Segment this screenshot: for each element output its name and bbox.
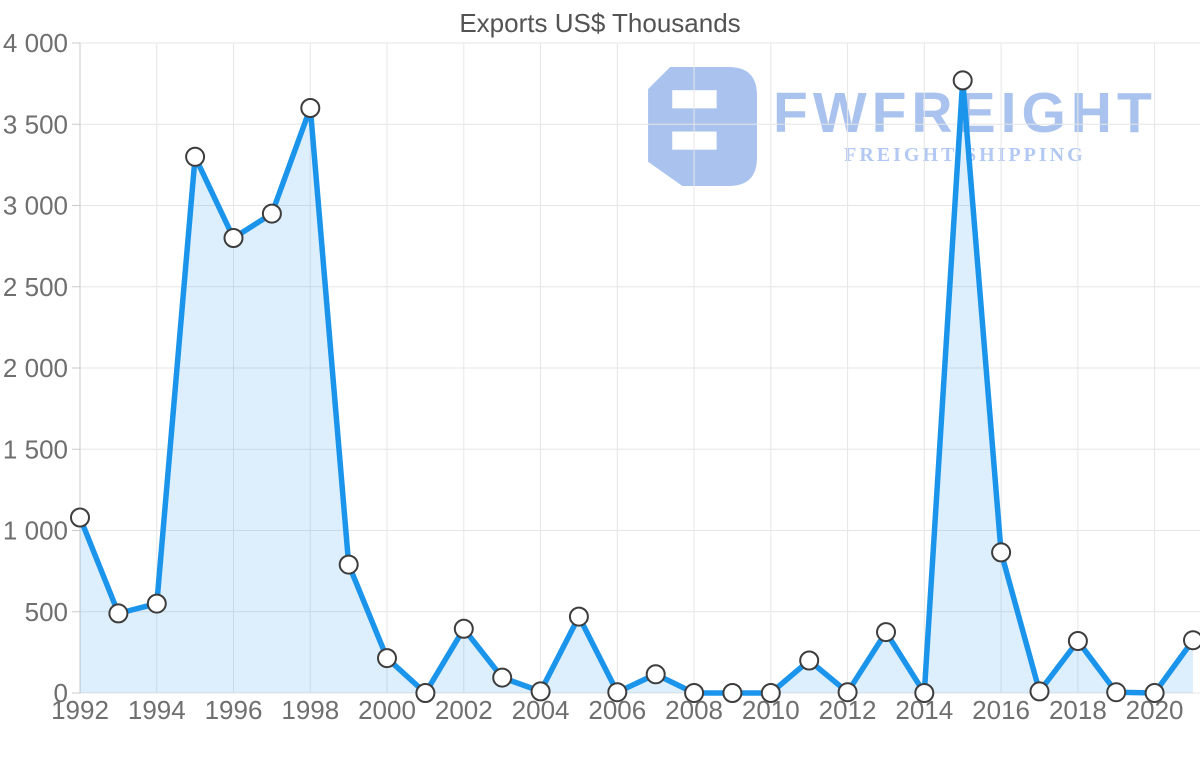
y-tick-label: 1 000 — [3, 516, 68, 546]
data-point-marker[interactable] — [1144, 683, 1165, 703]
data-point-marker[interactable] — [1029, 681, 1050, 702]
data-point-marker[interactable] — [492, 667, 513, 688]
y-tick-label: 1 500 — [3, 434, 68, 464]
data-point-marker[interactable] — [607, 682, 628, 703]
data-point-marker[interactable] — [1067, 631, 1088, 651]
x-tick-label: 2010 — [742, 695, 800, 725]
data-point-marker[interactable] — [837, 682, 858, 703]
x-tick-label: 1992 — [51, 695, 109, 725]
x-tick-label: 2004 — [512, 695, 570, 725]
data-point-marker[interactable] — [223, 228, 244, 248]
y-tick-label: 500 — [25, 597, 68, 627]
data-point-marker[interactable] — [453, 618, 474, 639]
data-point-marker[interactable] — [146, 593, 167, 614]
x-tick-label: 2002 — [435, 695, 493, 725]
y-tick-label: 3 000 — [3, 191, 68, 221]
data-point-marker[interactable] — [991, 542, 1012, 563]
data-point-marker[interactable] — [108, 603, 129, 624]
series-area — [80, 80, 1193, 693]
y-tick-label: 2 000 — [3, 353, 68, 383]
data-point-marker[interactable] — [684, 683, 705, 703]
data-point-marker[interactable] — [415, 683, 436, 703]
chart-title: Exports US$ Thousands — [459, 8, 741, 38]
data-point-marker[interactable] — [261, 203, 282, 224]
data-point-marker[interactable] — [300, 98, 321, 118]
x-tick-label: 1996 — [205, 695, 263, 725]
y-tick-label: 4 000 — [3, 28, 68, 58]
data-point-marker[interactable] — [876, 622, 896, 643]
data-point-marker[interactable] — [185, 146, 206, 167]
x-tick-label: 1994 — [128, 695, 186, 725]
data-point-marker[interactable] — [760, 683, 781, 703]
brand-tagline: FREIGHT SHIPPING — [844, 144, 1086, 167]
x-tick-label: 2012 — [819, 695, 877, 725]
y-tick-label: 3 500 — [3, 109, 68, 139]
data-point-marker[interactable] — [799, 650, 820, 671]
data-point-marker[interactable] — [1183, 630, 1200, 651]
x-tick-label: 2008 — [665, 695, 723, 725]
x-tick-label: 2018 — [1049, 695, 1107, 725]
x-tick-label: 2020 — [1126, 695, 1184, 725]
data-point-marker[interactable] — [530, 681, 551, 702]
data-point-marker[interactable] — [722, 683, 743, 703]
data-point-marker[interactable] — [952, 70, 973, 91]
x-tick-label: 2006 — [588, 695, 646, 725]
data-point-marker[interactable] — [377, 648, 397, 669]
x-tick-label: 1998 — [281, 695, 339, 725]
y-tick-label: 0 — [54, 678, 68, 708]
data-point-marker[interactable] — [914, 683, 935, 703]
x-tick-label: 2016 — [972, 695, 1030, 725]
x-tick-label: 2014 — [895, 695, 953, 725]
data-point-marker[interactable] — [568, 606, 589, 627]
x-tick-label: 2000 — [358, 695, 416, 725]
y-tick-label: 2 500 — [3, 272, 68, 302]
data-point-marker[interactable] — [645, 664, 666, 685]
data-point-marker[interactable] — [70, 507, 90, 528]
brand-logo-icon — [648, 67, 757, 186]
data-point-marker[interactable] — [1106, 682, 1127, 703]
data-point-marker[interactable] — [338, 554, 359, 575]
